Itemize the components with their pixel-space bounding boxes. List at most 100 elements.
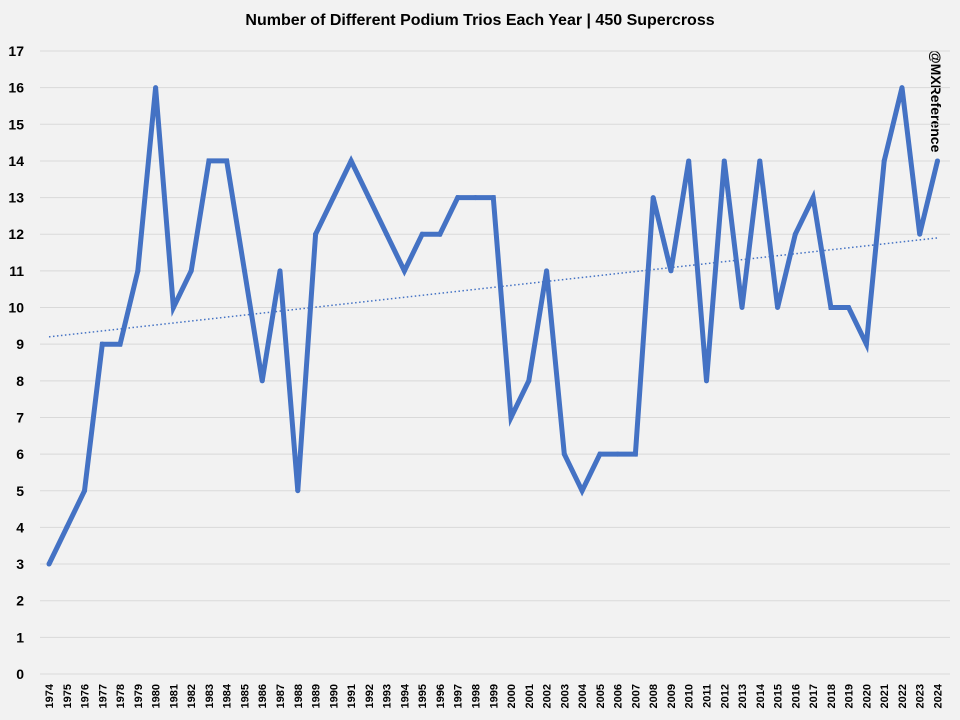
data-point [188, 268, 194, 274]
x-tick-label: 2019 [844, 684, 856, 708]
data-point [437, 231, 443, 237]
x-tick-label: 1987 [275, 684, 287, 708]
y-tick-label: 16 [8, 80, 24, 96]
y-tick-label: 10 [8, 300, 24, 316]
data-point [472, 195, 478, 201]
y-tick-label: 6 [16, 446, 24, 462]
data-point [135, 268, 141, 274]
x-tick-label: 2024 [933, 683, 945, 708]
y-tick-label: 12 [8, 226, 24, 242]
x-tick-label: 1996 [435, 684, 447, 708]
x-tick-label: 1988 [293, 684, 305, 708]
y-tick-label: 0 [16, 666, 24, 682]
x-tick-label: 1976 [80, 684, 92, 708]
data-point [846, 305, 852, 311]
data-point [401, 268, 407, 274]
data-point [384, 231, 390, 237]
data-point [597, 451, 603, 457]
x-tick-label: 1991 [346, 684, 358, 708]
data-point [792, 231, 798, 237]
y-tick-label: 17 [8, 43, 24, 59]
data-point [313, 231, 319, 237]
data-point [508, 414, 514, 420]
data-point [739, 305, 745, 311]
x-tick-label: 1977 [97, 684, 109, 708]
data-point [241, 268, 247, 274]
data-point [419, 231, 425, 237]
y-tick-label: 7 [16, 409, 24, 425]
data-point [544, 268, 550, 274]
x-tick-label: 1982 [186, 684, 198, 708]
y-tick-label: 15 [8, 116, 24, 132]
y-tick-label: 14 [8, 153, 24, 169]
x-tick-label: 1978 [115, 684, 127, 708]
data-point [935, 158, 940, 164]
y-tick-label: 5 [16, 483, 24, 499]
x-tick-label: 1999 [488, 684, 500, 708]
data-point [775, 305, 781, 311]
x-tick-label: 2014 [755, 683, 767, 708]
x-tick-label: 2011 [701, 684, 713, 708]
y-tick-label: 8 [16, 373, 24, 389]
data-point [490, 195, 496, 201]
x-tick-label: 2008 [648, 684, 660, 708]
data-point [99, 341, 105, 347]
x-tick-label: 2010 [684, 684, 696, 708]
data-point [170, 305, 176, 311]
data-point [721, 158, 727, 164]
data-point [810, 195, 816, 201]
data-point [348, 158, 354, 164]
x-tick-label: 2017 [808, 684, 820, 708]
data-point [153, 85, 159, 91]
x-tick-label: 2005 [595, 684, 607, 708]
data-point [668, 268, 674, 274]
x-tick-label: 2002 [542, 684, 554, 708]
x-tick-label: 1990 [328, 684, 340, 708]
data-point [917, 231, 923, 237]
x-tick-label: 1983 [204, 684, 216, 708]
data-point [828, 305, 834, 311]
data-point [277, 268, 283, 274]
x-tick-label: 1995 [417, 684, 429, 708]
y-tick-label: 4 [16, 519, 24, 535]
x-tick-label: 2006 [613, 684, 625, 708]
x-tick-label: 1994 [399, 683, 411, 708]
data-point [561, 451, 567, 457]
x-tick-label: 1979 [133, 684, 145, 708]
x-tick-label: 2009 [666, 684, 678, 708]
series-line [46, 87, 940, 566]
x-tick-label: 1989 [311, 684, 323, 708]
x-tick-label: 1980 [151, 684, 163, 708]
x-tick-label: 2004 [577, 683, 589, 708]
data-point [632, 451, 638, 457]
data-point [82, 488, 88, 494]
x-tick-label: 2012 [719, 684, 731, 708]
data-point [455, 195, 461, 201]
data-point [899, 85, 905, 91]
data-point [757, 158, 763, 164]
x-tick-label: 2021 [879, 684, 891, 708]
y-tick-label: 3 [16, 556, 24, 572]
y-tick-label: 11 [9, 263, 24, 279]
chart-title: Number of Different Podium Trios Each Ye… [245, 12, 715, 29]
data-point [579, 488, 585, 494]
x-tick-label: 2015 [773, 684, 785, 708]
x-tick-label: 2016 [790, 684, 802, 708]
x-tick-label: 1984 [222, 683, 234, 708]
x-tick-label: 2003 [559, 684, 571, 708]
data-point [259, 378, 265, 384]
x-tick-label: 2020 [861, 684, 873, 708]
data-point [224, 158, 230, 164]
x-tick-label: 1986 [257, 684, 269, 708]
x-tick-label: 2001 [524, 684, 536, 708]
x-tick-label: 2023 [915, 684, 927, 708]
x-tick-label: 1985 [239, 684, 251, 708]
x-tick-label: 1975 [62, 684, 74, 708]
y-tick-label: 13 [8, 190, 24, 206]
data-point [117, 341, 123, 347]
x-tick-label: 1974 [44, 683, 56, 708]
y-tick-label: 2 [16, 593, 24, 609]
x-tick-label: 2007 [630, 684, 642, 708]
